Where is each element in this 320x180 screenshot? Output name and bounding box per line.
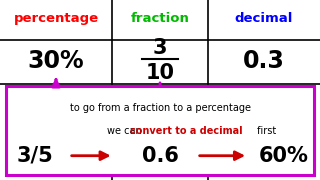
Text: 10: 10 <box>146 63 174 83</box>
Text: 3: 3 <box>153 38 167 58</box>
Text: 30%: 30% <box>28 49 84 73</box>
Text: decimal: decimal <box>235 12 293 25</box>
Text: we can: we can <box>107 125 145 136</box>
Text: 0.3: 0.3 <box>243 49 285 73</box>
Text: 60%: 60% <box>258 146 308 166</box>
Text: 3/5: 3/5 <box>17 146 53 166</box>
FancyBboxPatch shape <box>6 86 314 175</box>
Text: first: first <box>254 125 276 136</box>
Text: 0.6: 0.6 <box>141 146 179 166</box>
Text: fraction: fraction <box>131 12 189 25</box>
Text: percentage: percentage <box>13 12 99 25</box>
Text: convert to a decimal: convert to a decimal <box>130 125 242 136</box>
Text: to go from a fraction to a percentage: to go from a fraction to a percentage <box>69 103 251 113</box>
